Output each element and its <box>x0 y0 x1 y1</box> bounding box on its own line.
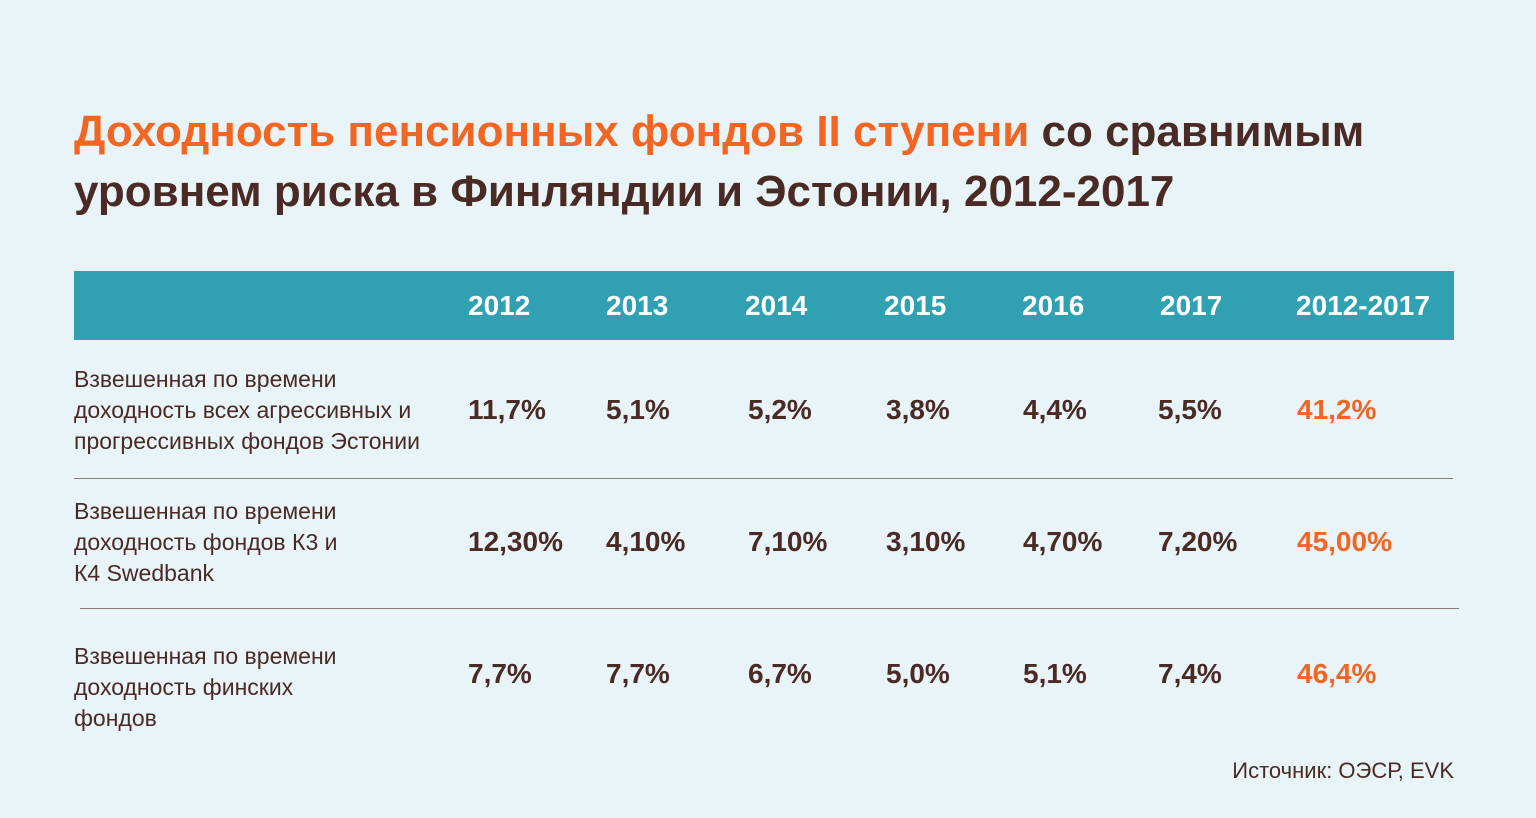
row-label-line: доходность финских <box>74 674 294 700</box>
row-divider <box>74 478 1453 479</box>
cell-r1-2017: 5,5% <box>1158 394 1222 425</box>
row-divider <box>80 608 1459 609</box>
cell-r3-2013: 7,7% <box>606 658 670 689</box>
cell-r2-2014: 7,10% <box>748 526 828 557</box>
column-header-2012: 2012 <box>468 290 531 321</box>
source-note: Источник: ОЭСР, EVK <box>1232 758 1454 783</box>
cell-r3-2012: 7,7% <box>468 658 532 689</box>
chart-title-accent: Доходность пенсионных фондов II ступени <box>74 107 1030 156</box>
row-label-line: К4 Swedbank <box>74 560 214 586</box>
cell-r2-total: 45,00% <box>1297 526 1392 557</box>
row-label-line: доходность всех агрессивных и <box>74 397 412 423</box>
row-label-finland: Взвешенная по времени доходность финских… <box>74 641 454 734</box>
row-label-line: Взвешенная по времени <box>74 643 337 669</box>
cell-r3-2017: 7,4% <box>1158 658 1222 689</box>
cell-r2-2012: 12,30% <box>468 526 563 557</box>
cell-r2-2017: 7,20% <box>1158 526 1238 557</box>
column-header-2016: 2016 <box>1022 290 1085 321</box>
chart-title-rest: со сравнимым уровнем риска в Финляндии и… <box>74 107 1365 216</box>
cell-r1-2012: 11,7% <box>468 394 546 425</box>
row-label-line: доходность фондов К3 и <box>74 529 338 555</box>
column-header-2015: 2015 <box>884 290 947 321</box>
cell-r3-2015: 5,0% <box>886 658 950 689</box>
cell-r1-2015: 3,8% <box>886 394 950 425</box>
cell-r2-2013: 4,10% <box>606 526 686 557</box>
row-label-line: фондов <box>74 705 157 731</box>
row-label-line: прогрессивных фондов Эстонии <box>74 428 420 454</box>
cell-r3-2016: 5,1% <box>1023 658 1087 689</box>
cell-r1-2013: 5,1% <box>606 394 670 425</box>
column-header-2013: 2013 <box>606 290 669 321</box>
cell-r3-2014: 6,7% <box>748 658 812 689</box>
row-label-line: Взвешенная по времени <box>74 366 337 392</box>
cell-r3-total: 46,4% <box>1297 658 1377 689</box>
column-header-2014: 2014 <box>745 290 808 321</box>
cell-r1-2016: 4,4% <box>1023 394 1087 425</box>
table-header-bar <box>74 271 1454 340</box>
column-header-2017: 2017 <box>1160 290 1223 321</box>
cell-r2-2016: 4,70% <box>1023 526 1103 557</box>
row-label-line: Взвешенная по времени <box>74 498 337 524</box>
row-label-swedbank: Взвешенная по времени доходность фондов … <box>74 496 454 589</box>
column-header-total: 2012-2017 <box>1296 290 1430 321</box>
row-label-estonia-aggressive: Взвешенная по времени доходность всех аг… <box>74 364 454 457</box>
cell-r1-total: 41,2% <box>1297 394 1377 425</box>
chart-title: Доходность пенсионных фондов II ступени … <box>74 102 1474 222</box>
cell-r1-2014: 5,2% <box>748 394 812 425</box>
cell-r2-2015: 3,10% <box>886 526 966 557</box>
